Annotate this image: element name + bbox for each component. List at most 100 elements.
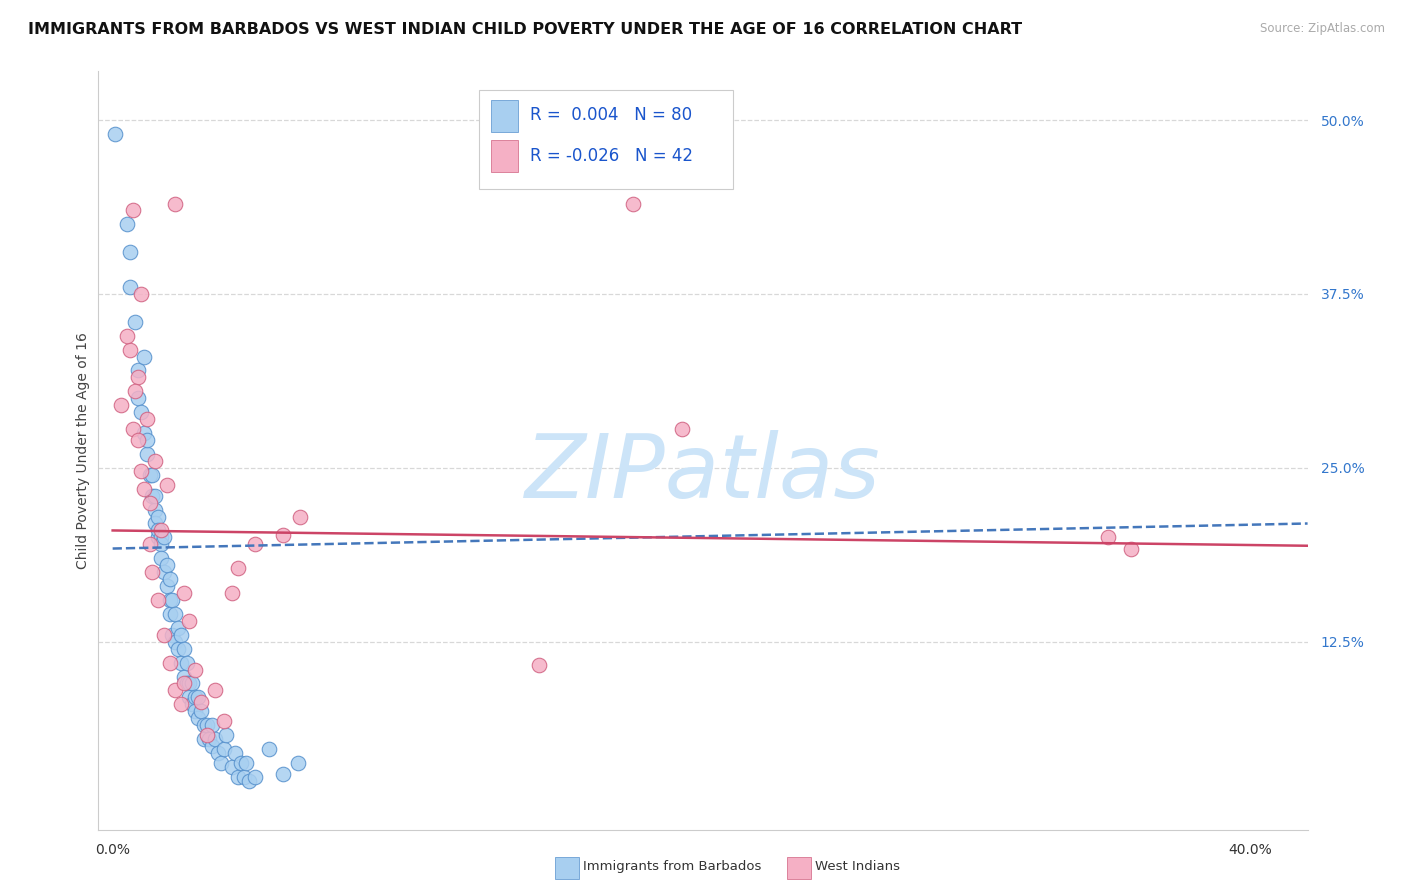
Point — [221, 586, 243, 600]
Point — [184, 663, 207, 677]
Point — [124, 315, 146, 329]
Bar — [479, 90, 734, 189]
Point — [229, 756, 252, 770]
Point — [193, 718, 215, 732]
Point — [129, 287, 152, 301]
Point — [181, 698, 204, 712]
Point — [184, 690, 207, 705]
Point — [132, 482, 155, 496]
Point — [129, 405, 152, 419]
Point — [104, 127, 127, 141]
Point — [167, 621, 190, 635]
Point — [204, 683, 226, 698]
Point — [162, 593, 184, 607]
Bar — [492, 140, 517, 172]
Text: Source: ZipAtlas.com: Source: ZipAtlas.com — [1260, 22, 1385, 36]
Point — [193, 732, 215, 747]
Text: R =  0.004   N = 80: R = 0.004 N = 80 — [530, 106, 692, 124]
Point — [143, 516, 166, 531]
Point — [159, 593, 181, 607]
Point — [212, 742, 235, 756]
Text: IMMIGRANTS FROM BARBADOS VS WEST INDIAN CHILD POVERTY UNDER THE AGE OF 16 CORREL: IMMIGRANTS FROM BARBADOS VS WEST INDIAN … — [28, 22, 1022, 37]
Point — [159, 607, 181, 621]
Point — [146, 509, 169, 524]
Point — [121, 422, 143, 436]
Text: Immigrants from Barbados: Immigrants from Barbados — [583, 860, 762, 872]
Point — [132, 350, 155, 364]
Point — [150, 530, 173, 544]
Point — [173, 586, 195, 600]
Point — [138, 467, 160, 482]
Point — [141, 565, 163, 579]
Point — [127, 370, 149, 384]
Point — [165, 196, 187, 211]
Point — [124, 384, 146, 399]
Point — [159, 572, 181, 586]
Point — [224, 746, 246, 760]
Point — [170, 656, 193, 670]
Point — [187, 711, 209, 725]
Point — [146, 593, 169, 607]
Text: ZIPatlas: ZIPatlas — [526, 430, 880, 516]
Point — [135, 412, 157, 426]
Point — [110, 398, 132, 412]
Point — [201, 718, 224, 732]
Point — [184, 704, 207, 718]
Point — [170, 698, 193, 712]
Point — [179, 676, 201, 690]
Point — [290, 509, 312, 524]
Point — [1097, 530, 1119, 544]
Point — [287, 756, 309, 770]
Point — [621, 196, 644, 211]
Point — [146, 524, 169, 538]
Point — [135, 433, 157, 447]
Point — [150, 551, 173, 566]
Point — [150, 537, 173, 551]
Point — [143, 489, 166, 503]
Point — [243, 770, 266, 784]
Point — [132, 426, 155, 441]
Point — [156, 558, 179, 573]
Point — [156, 477, 179, 491]
Point — [226, 770, 249, 784]
Point — [179, 614, 201, 628]
Point — [110, 29, 132, 44]
Point — [159, 656, 181, 670]
Point — [118, 343, 141, 357]
Point — [181, 676, 204, 690]
Point — [153, 628, 176, 642]
Point — [162, 628, 184, 642]
Point — [190, 695, 212, 709]
Point — [141, 489, 163, 503]
Point — [226, 561, 249, 575]
Point — [156, 579, 179, 593]
Point — [1121, 541, 1143, 556]
Point — [190, 704, 212, 718]
Point — [165, 634, 187, 648]
Point — [221, 760, 243, 774]
Point — [118, 245, 141, 260]
Point — [273, 527, 295, 541]
Point — [215, 728, 238, 742]
Point — [141, 467, 163, 482]
Point — [118, 280, 141, 294]
Point — [127, 433, 149, 447]
Point — [170, 628, 193, 642]
Point — [138, 537, 160, 551]
Point — [173, 669, 195, 683]
Point — [198, 732, 221, 747]
Point — [273, 767, 295, 781]
Point — [212, 714, 235, 728]
Point — [115, 218, 138, 232]
Point — [143, 454, 166, 468]
Point — [235, 756, 257, 770]
Point — [207, 746, 229, 760]
Point — [238, 773, 260, 788]
Point — [243, 537, 266, 551]
Y-axis label: Child Poverty Under the Age of 16: Child Poverty Under the Age of 16 — [76, 332, 90, 569]
Point — [165, 607, 187, 621]
Point — [179, 690, 201, 705]
Point — [257, 742, 280, 756]
Point — [176, 676, 198, 690]
Point — [165, 683, 187, 698]
